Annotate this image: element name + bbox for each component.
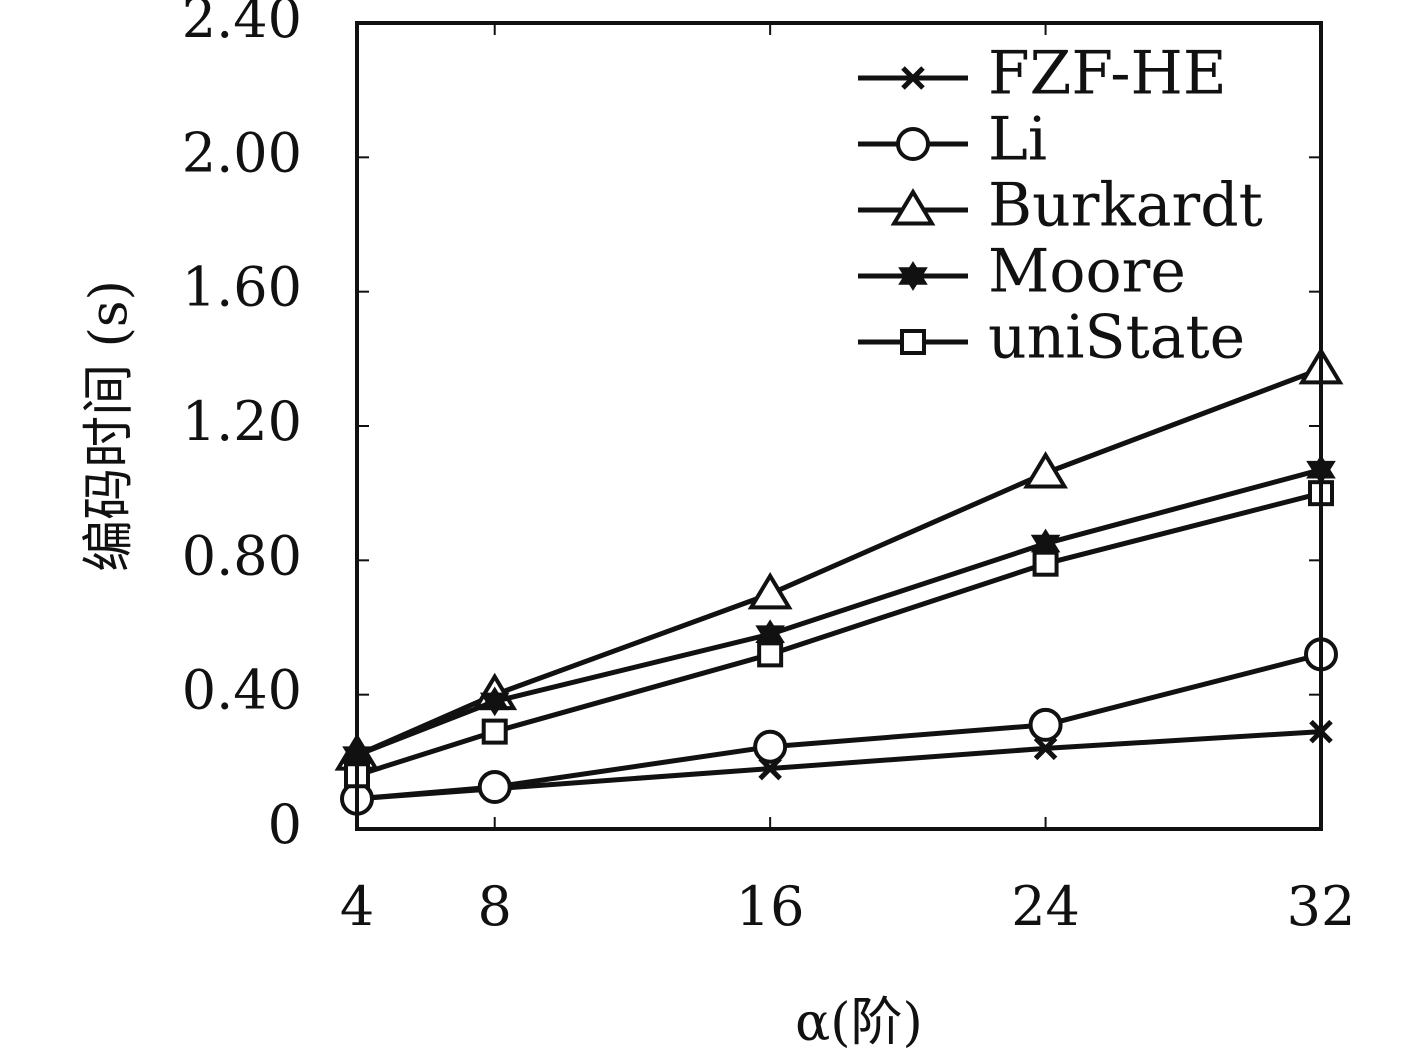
data-point: [896, 127, 930, 161]
series-unistate: [344, 480, 1334, 789]
y-tick-label: 1.20: [182, 390, 302, 453]
legend-entry: Li: [858, 105, 1047, 175]
data-point: [900, 329, 926, 355]
data-point: [1033, 736, 1058, 761]
legend-label: uniState: [988, 303, 1245, 373]
data-point: [898, 261, 928, 291]
axis-ticks: 0 0.40 0.80 1.20 1.60 2.00 2.40 4 8 16 24 32: [182, 0, 1356, 938]
y-tick-label: 0.40: [182, 659, 302, 722]
plot-frame: [355, 21, 1323, 831]
series-group: [334, 347, 1344, 816]
x-tick-label: 4: [340, 875, 374, 938]
y-tick-label: 1.60: [182, 256, 302, 319]
data-point: [479, 686, 510, 717]
data-point: [477, 770, 512, 805]
x-tick-label: 8: [478, 875, 512, 938]
legend-entry: FZF-HE: [858, 39, 1227, 109]
y-tick-label: 2.40: [182, 0, 302, 50]
data-point: [901, 66, 925, 90]
data-point: [753, 729, 788, 764]
data-point: [1023, 451, 1069, 489]
x-tick-label: 24: [1011, 875, 1080, 938]
legend-label: Li: [988, 105, 1047, 175]
x-axis-title: α(阶): [795, 993, 923, 1053]
x-tick-label: 32: [1287, 875, 1356, 938]
legend-entry: uniState: [858, 303, 1245, 373]
y-axis-title: 编码时间 (s): [80, 280, 140, 572]
y-axis-title-group: 编码时间 (s): [80, 280, 140, 572]
data-point: [757, 641, 784, 668]
x-tick-label: 16: [736, 875, 805, 938]
legend-label: Moore: [988, 237, 1186, 307]
data-point: [890, 188, 936, 226]
data-point: [1028, 707, 1063, 742]
y-tick-label: 0: [268, 793, 302, 856]
legend-label: FZF-HE: [988, 39, 1227, 109]
legend-entry: Burkardt: [858, 171, 1263, 241]
data-point: [481, 718, 508, 745]
legend-label: Burkardt: [988, 171, 1263, 241]
legend-entry: Moore: [858, 237, 1186, 307]
y-tick-label: 2.00: [182, 121, 302, 184]
y-tick-label: 0.80: [182, 524, 302, 587]
series-line: [354, 467, 1324, 758]
data-point: [1032, 550, 1059, 577]
data-point: [747, 572, 793, 610]
